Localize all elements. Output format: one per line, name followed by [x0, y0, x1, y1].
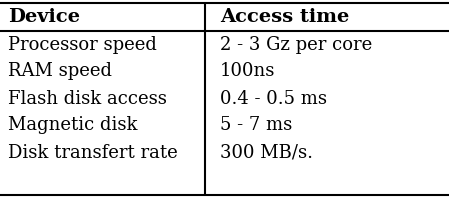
Text: 5 - 7 ms: 5 - 7 ms — [220, 116, 292, 134]
Text: Flash disk access: Flash disk access — [8, 89, 167, 108]
Text: Processor speed: Processor speed — [8, 35, 157, 53]
Text: 300 MB/s.: 300 MB/s. — [220, 144, 313, 162]
Text: 100ns: 100ns — [220, 63, 275, 81]
Text: RAM speed: RAM speed — [8, 63, 112, 81]
Text: Device: Device — [8, 8, 80, 26]
Text: Access time: Access time — [220, 8, 349, 26]
Text: Magnetic disk: Magnetic disk — [8, 116, 137, 134]
Text: 2 - 3 Gz per core: 2 - 3 Gz per core — [220, 35, 372, 53]
Text: Disk transfert rate: Disk transfert rate — [8, 144, 178, 162]
Text: 0.4 - 0.5 ms: 0.4 - 0.5 ms — [220, 89, 327, 108]
